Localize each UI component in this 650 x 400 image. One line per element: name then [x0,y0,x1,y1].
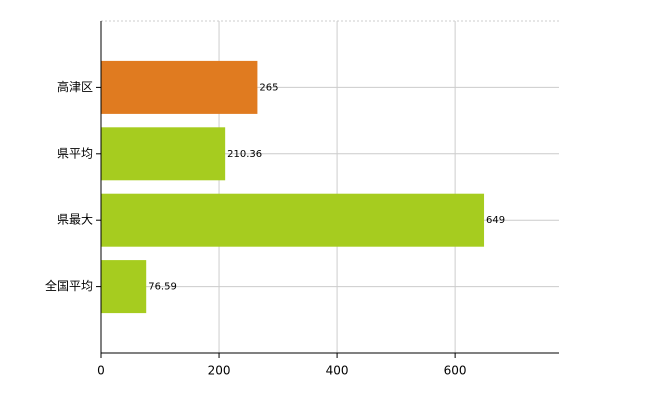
x-tick-label: 200 [208,364,231,378]
x-tick-label: 600 [444,364,467,378]
value-label: 210.36 [227,149,262,160]
bar [101,193,485,247]
y-tick-label: 県平均 [57,146,93,160]
y-tick-label: 全国平均 [45,278,93,293]
y-tick-label: 県最大 [57,213,93,227]
value-label: 265 [259,82,278,93]
value-label: 649 [486,215,505,226]
x-tick-label: 0 [97,364,105,378]
value-label: 76.59 [148,282,177,293]
x-tick-label: 400 [326,364,349,378]
bar [101,260,147,314]
y-tick-label: 高津区 [57,79,93,94]
bar [101,127,226,181]
bar [101,60,258,114]
